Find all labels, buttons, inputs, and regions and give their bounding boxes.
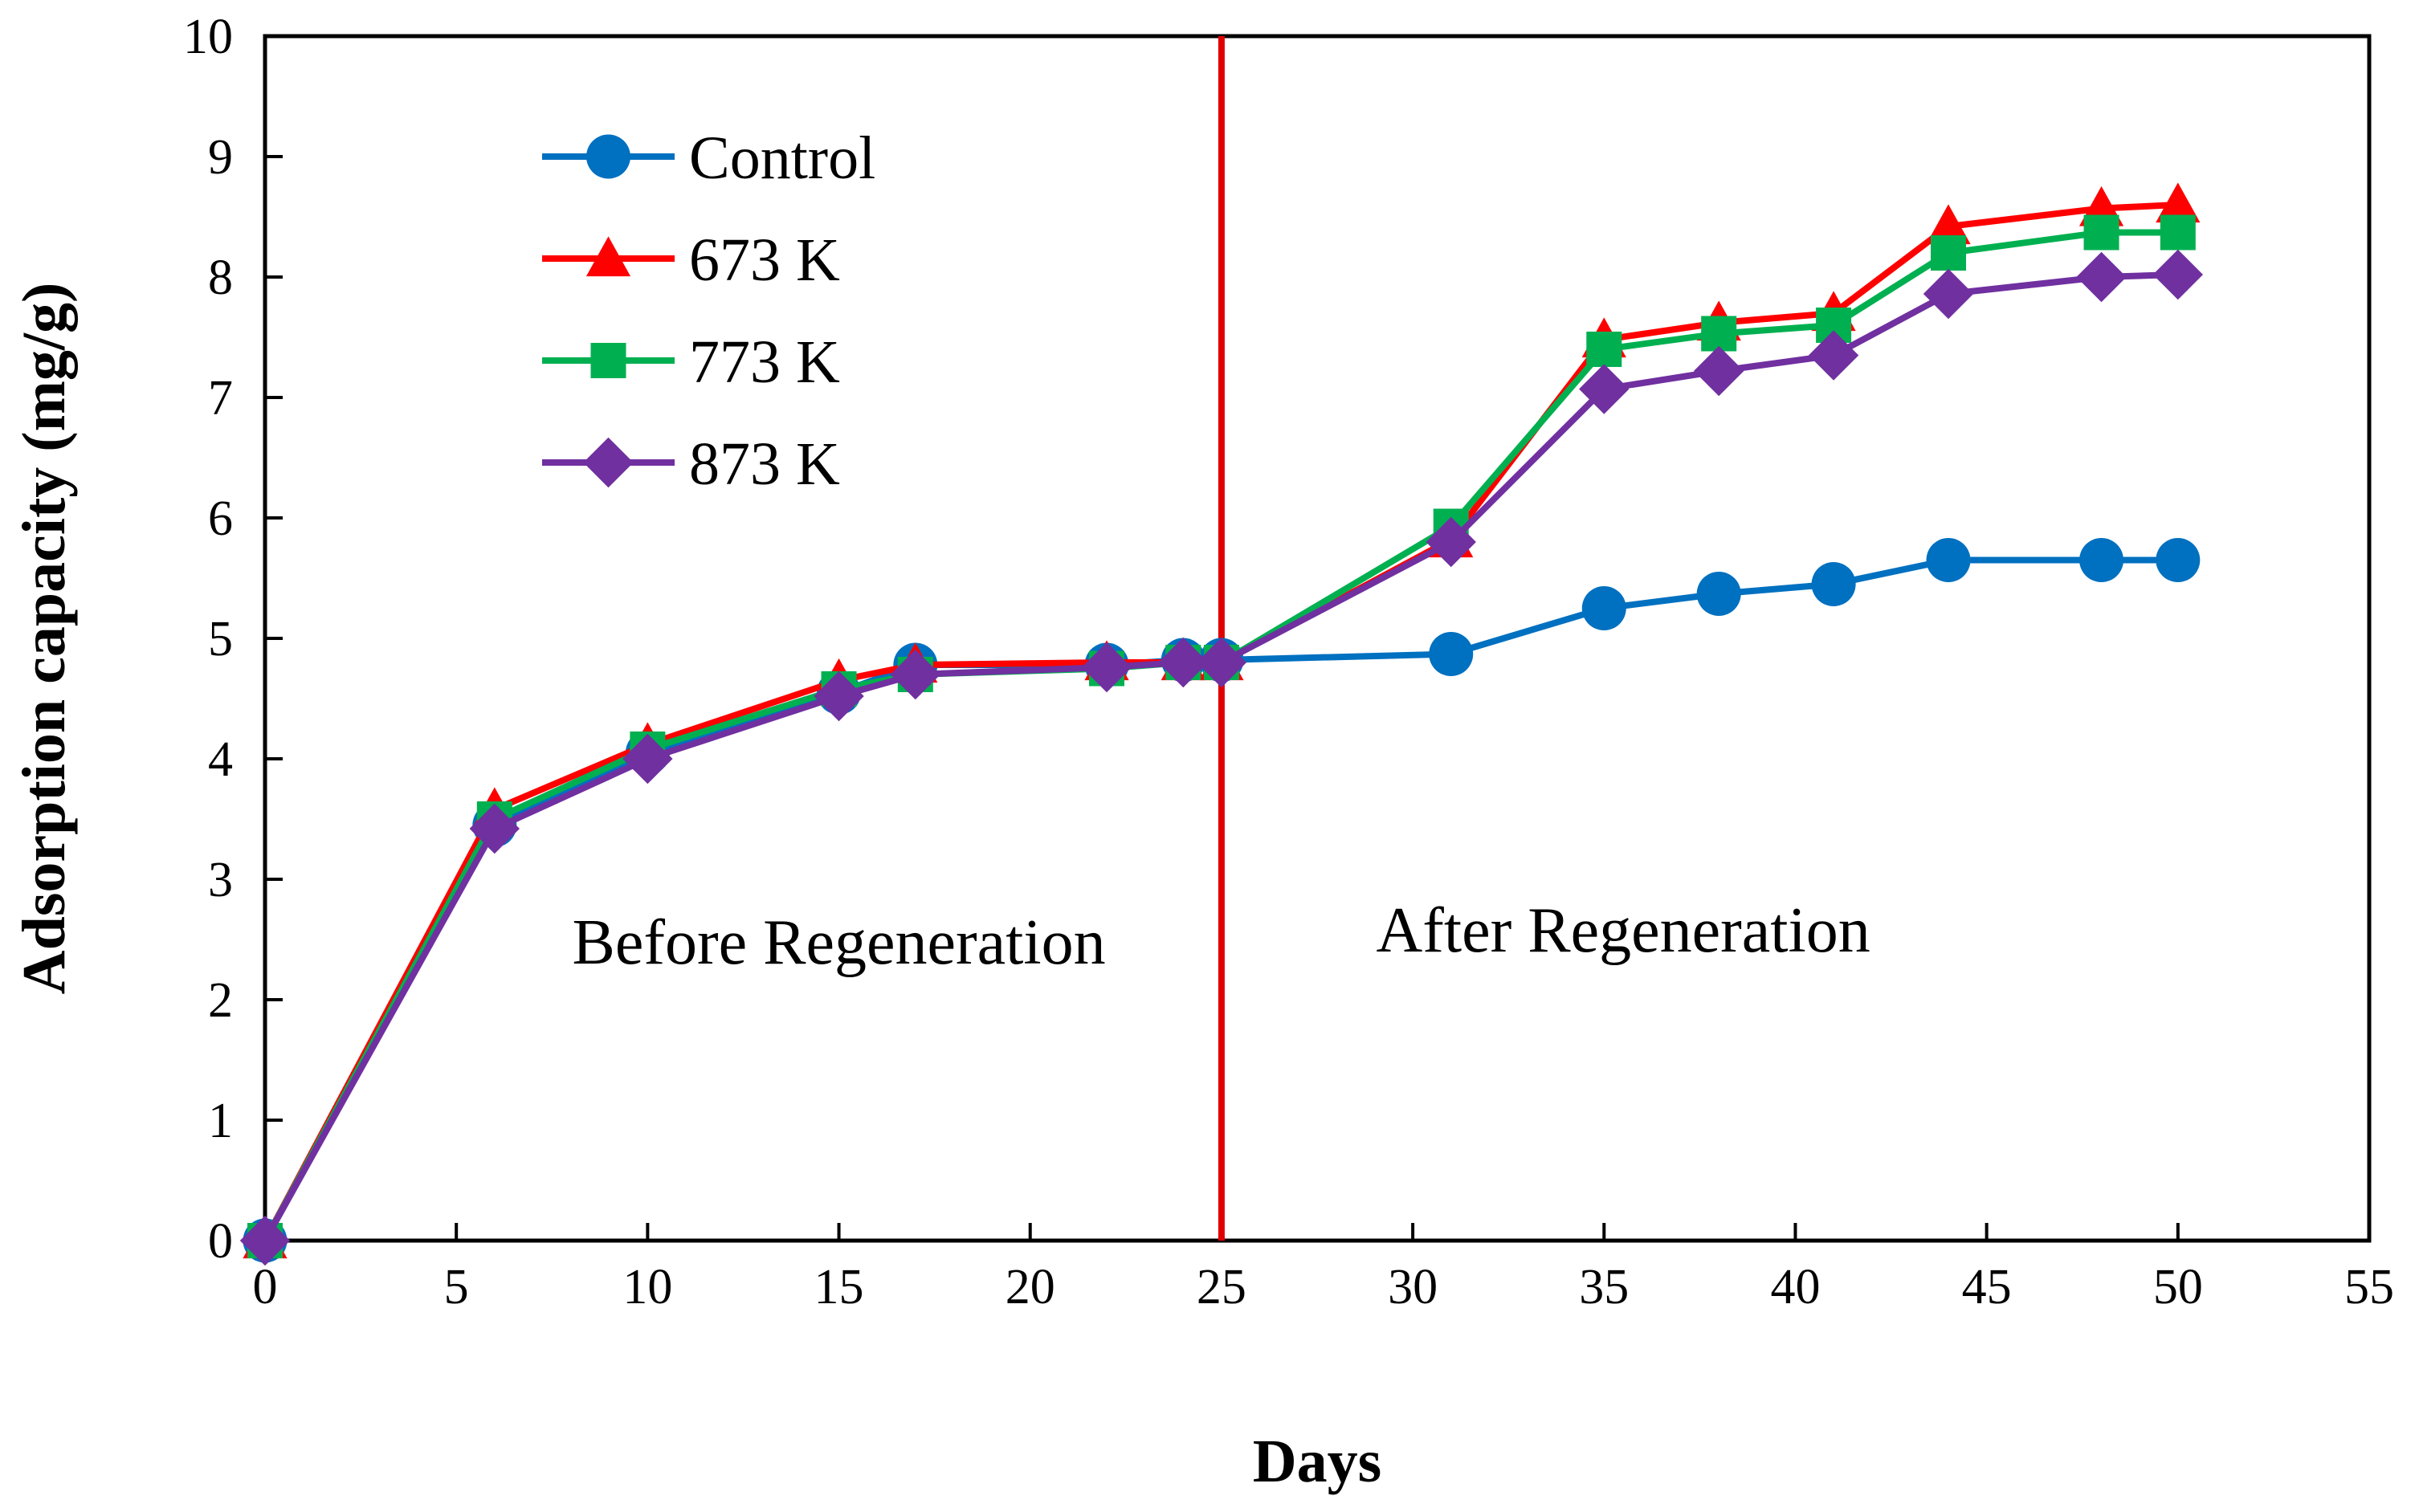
data-point bbox=[2160, 214, 2196, 251]
y-tick-label: 3 bbox=[208, 853, 233, 907]
data-point bbox=[1923, 268, 1974, 320]
legend-item: 873 K bbox=[542, 430, 840, 498]
data-point bbox=[2156, 538, 2201, 582]
data-point bbox=[814, 670, 864, 722]
data-point bbox=[2079, 538, 2124, 582]
y-tick-label: 5 bbox=[208, 612, 233, 666]
legend-item: 673 K bbox=[542, 226, 840, 294]
data-point bbox=[1696, 572, 1741, 616]
x-tick-label: 25 bbox=[1197, 1260, 1246, 1314]
y-tick-label: 8 bbox=[208, 251, 233, 305]
x-tick-label: 50 bbox=[2153, 1260, 2203, 1314]
x-tick-label: 15 bbox=[814, 1260, 864, 1314]
data-point bbox=[1581, 586, 1626, 630]
data-point bbox=[1701, 316, 1737, 352]
x-tick-label: 20 bbox=[1006, 1260, 1055, 1314]
data-point bbox=[583, 437, 634, 488]
data-point bbox=[1926, 204, 1971, 245]
x-axis-title: Days bbox=[1253, 1428, 1381, 1495]
data-point bbox=[1931, 235, 1966, 271]
x-axis: 0 5 10 15 20 25 30 35 40 45 50 55 bbox=[253, 1223, 2394, 1314]
y-tick-label: 2 bbox=[208, 973, 233, 1028]
y-tick-label: 4 bbox=[208, 732, 233, 787]
legend-label: 773 K bbox=[689, 328, 840, 396]
legend-item: 773 K bbox=[542, 328, 840, 396]
y-axis-title: Adsorption capacity (mg/g) bbox=[10, 283, 78, 995]
x-tick-label: 45 bbox=[1962, 1260, 2012, 1314]
y-tick-label: 1 bbox=[208, 1094, 233, 1148]
legend-label: Control bbox=[689, 124, 875, 192]
annotation-text: Before Regeneration bbox=[572, 907, 1105, 978]
y-tick-label: 10 bbox=[183, 10, 233, 64]
legend-label: 873 K bbox=[689, 430, 840, 498]
data-point bbox=[2152, 249, 2204, 300]
legend: Control 673 K 773 K 873 K bbox=[542, 124, 875, 498]
y-tick-label: 7 bbox=[208, 371, 233, 426]
data-point bbox=[585, 236, 631, 277]
data-point bbox=[586, 134, 630, 179]
annotations: Before Regeneration After Regeneration bbox=[572, 895, 1870, 978]
data-point bbox=[2156, 182, 2201, 223]
data-point bbox=[2076, 251, 2127, 303]
data-point bbox=[469, 803, 520, 854]
y-tick-label: 6 bbox=[208, 491, 233, 546]
data-point bbox=[2083, 214, 2119, 251]
y-tick-label: 9 bbox=[208, 130, 233, 185]
data-point bbox=[1586, 332, 1622, 367]
data-point bbox=[890, 649, 941, 700]
x-tick-label: 30 bbox=[1388, 1260, 1438, 1314]
legend-item: Control bbox=[542, 124, 875, 192]
x-tick-label: 40 bbox=[1770, 1260, 1820, 1314]
x-tick-label: 0 bbox=[253, 1260, 278, 1314]
annotation-text: After Regeneration bbox=[1376, 895, 1870, 966]
data-point bbox=[1426, 516, 1476, 568]
data-point bbox=[1693, 345, 1744, 397]
x-tick-label: 5 bbox=[444, 1260, 469, 1314]
x-tick-label: 10 bbox=[622, 1260, 672, 1314]
data-point bbox=[622, 733, 673, 785]
x-tick-label: 35 bbox=[1579, 1260, 1629, 1314]
data-point bbox=[1158, 637, 1209, 688]
data-point bbox=[1808, 330, 1859, 381]
data-point bbox=[239, 1215, 291, 1266]
x-tick-label: 55 bbox=[2344, 1260, 2394, 1314]
plot-series bbox=[239, 182, 2204, 1266]
legend-label: 673 K bbox=[689, 226, 840, 294]
y-tick-label: 0 bbox=[208, 1214, 233, 1269]
data-point bbox=[590, 343, 626, 378]
data-point bbox=[1926, 538, 1971, 582]
data-point bbox=[1196, 637, 1247, 688]
data-point bbox=[1811, 562, 1856, 606]
data-point bbox=[1081, 642, 1132, 693]
data-point bbox=[1579, 364, 1630, 414]
series-873-k bbox=[239, 249, 2204, 1266]
y-axis: 0 1 2 3 4 5 6 7 8 9 10 bbox=[183, 10, 283, 1269]
data-point bbox=[1429, 632, 1474, 676]
